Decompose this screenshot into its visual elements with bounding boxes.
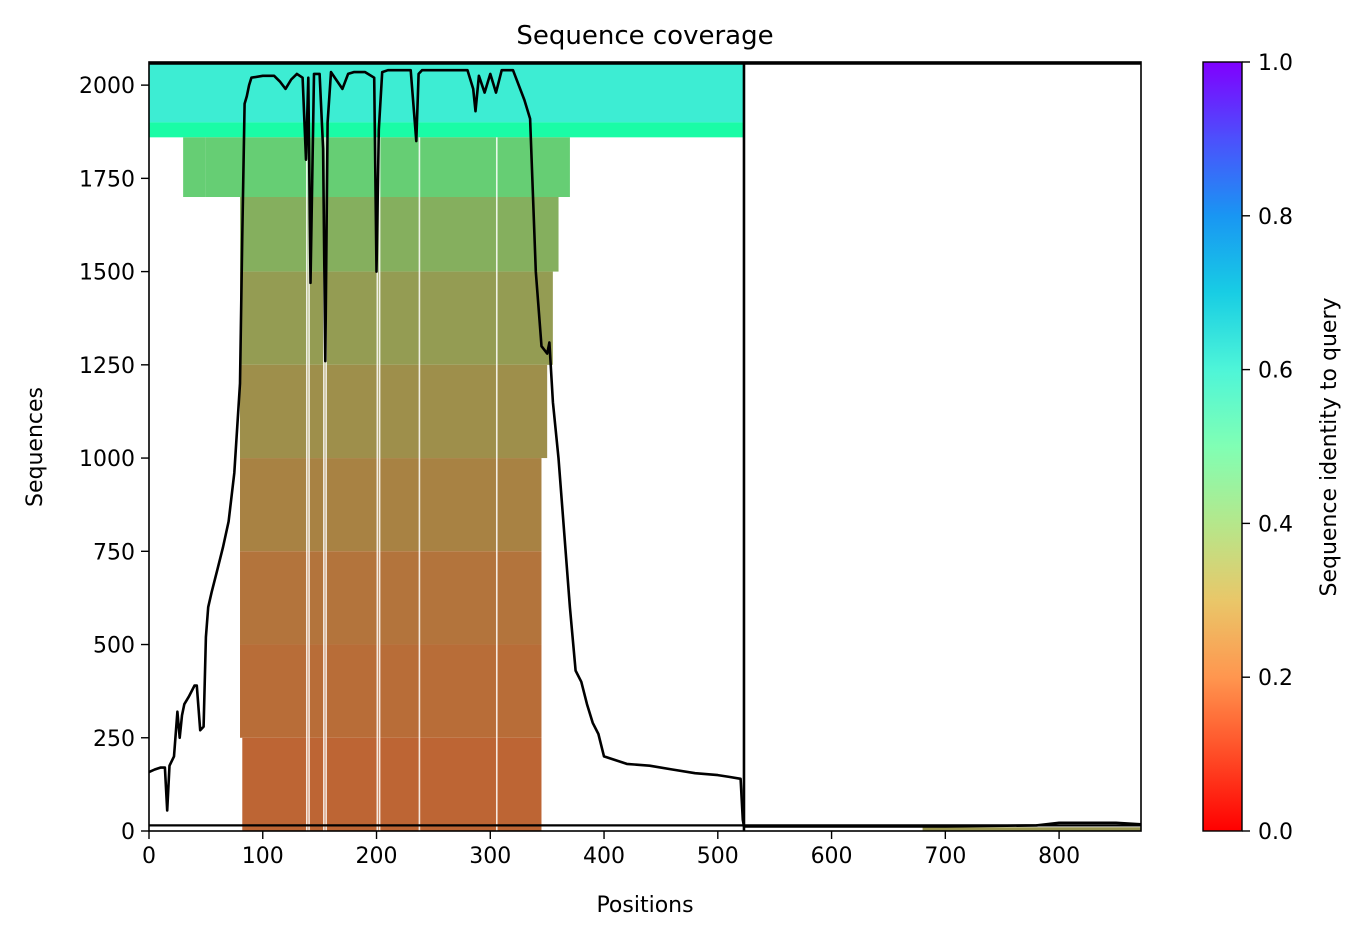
y-tick-label: 1000 (79, 447, 135, 472)
coverage-cell (240, 458, 542, 552)
y-tick-label: 1500 (79, 261, 135, 286)
x-tick-label: 400 (583, 844, 625, 869)
y-axis-ticks: 0 250 500 750 1000 1250 1500 1750 2000 (79, 74, 149, 845)
x-axis-ticks: 0 100 200 300 400 500 600 700 800 (142, 831, 1080, 869)
gap-column (418, 137, 421, 831)
plot-area (148, 61, 1142, 832)
x-tick-label: 0 (142, 844, 156, 869)
y-tick-label: 750 (93, 540, 135, 565)
colorbar-gradient (1202, 61, 1243, 832)
y-tick-label: 0 (121, 820, 135, 845)
colorbar: 0.0 0.2 0.4 0.6 0.8 1.0 Sequence identity to … (1202, 51, 1342, 845)
y-tick-label: 1250 (79, 354, 135, 379)
y-tick-label: 2000 (79, 74, 135, 99)
colorbar-tick-label: 0.0 (1258, 820, 1293, 845)
coverage-cell (240, 644, 542, 738)
coverage-cell (240, 271, 553, 365)
gap-column (378, 137, 381, 831)
gap-column (323, 137, 325, 831)
gap-column (325, 137, 327, 831)
chart-title: Sequence coverage (516, 21, 773, 51)
coverage-cell (242, 737, 542, 831)
colorbar-tick-label: 1.0 (1258, 51, 1293, 76)
plot-frame (148, 61, 1142, 832)
colorbar-tick-label: 0.4 (1258, 512, 1293, 537)
coverage-cell (240, 551, 542, 645)
colorbar-tick-label: 0.2 (1258, 666, 1293, 691)
x-tick-label: 600 (811, 844, 853, 869)
gap-column (305, 137, 308, 831)
x-tick-label: 300 (469, 844, 511, 869)
coverage-cell (149, 122, 744, 138)
y-axis-label: Sequences (23, 387, 48, 507)
y-tick-label: 250 (93, 727, 135, 752)
x-tick-label: 700 (924, 844, 966, 869)
gap-columns (305, 137, 498, 831)
x-tick-label: 500 (697, 844, 739, 869)
coverage-cell (240, 197, 559, 272)
y-tick-label: 500 (93, 634, 135, 659)
colorbar-tick-label: 0.8 (1258, 205, 1293, 230)
colorbar-label: Sequence identity to query (1317, 297, 1342, 596)
gap-column (376, 137, 379, 831)
gap-column (308, 137, 310, 831)
coverage-heatmap (149, 62, 1141, 831)
coverage-cell (240, 364, 548, 459)
x-tick-label: 100 (242, 844, 284, 869)
x-tick-label: 200 (356, 844, 398, 869)
coverage-cell (922, 827, 1141, 831)
y-tick-label: 1750 (79, 167, 135, 192)
gap-column (495, 137, 498, 831)
colorbar-ticks: 0.0 0.2 0.4 0.6 0.8 1.0 (1242, 51, 1293, 845)
x-tick-label: 800 (1038, 844, 1080, 869)
colorbar-tick-label: 0.6 (1258, 359, 1293, 384)
coverage-line (149, 68, 1141, 828)
coverage-cell (205, 137, 570, 198)
x-axis-label: Positions (596, 893, 693, 918)
coverage-cell (183, 137, 206, 198)
